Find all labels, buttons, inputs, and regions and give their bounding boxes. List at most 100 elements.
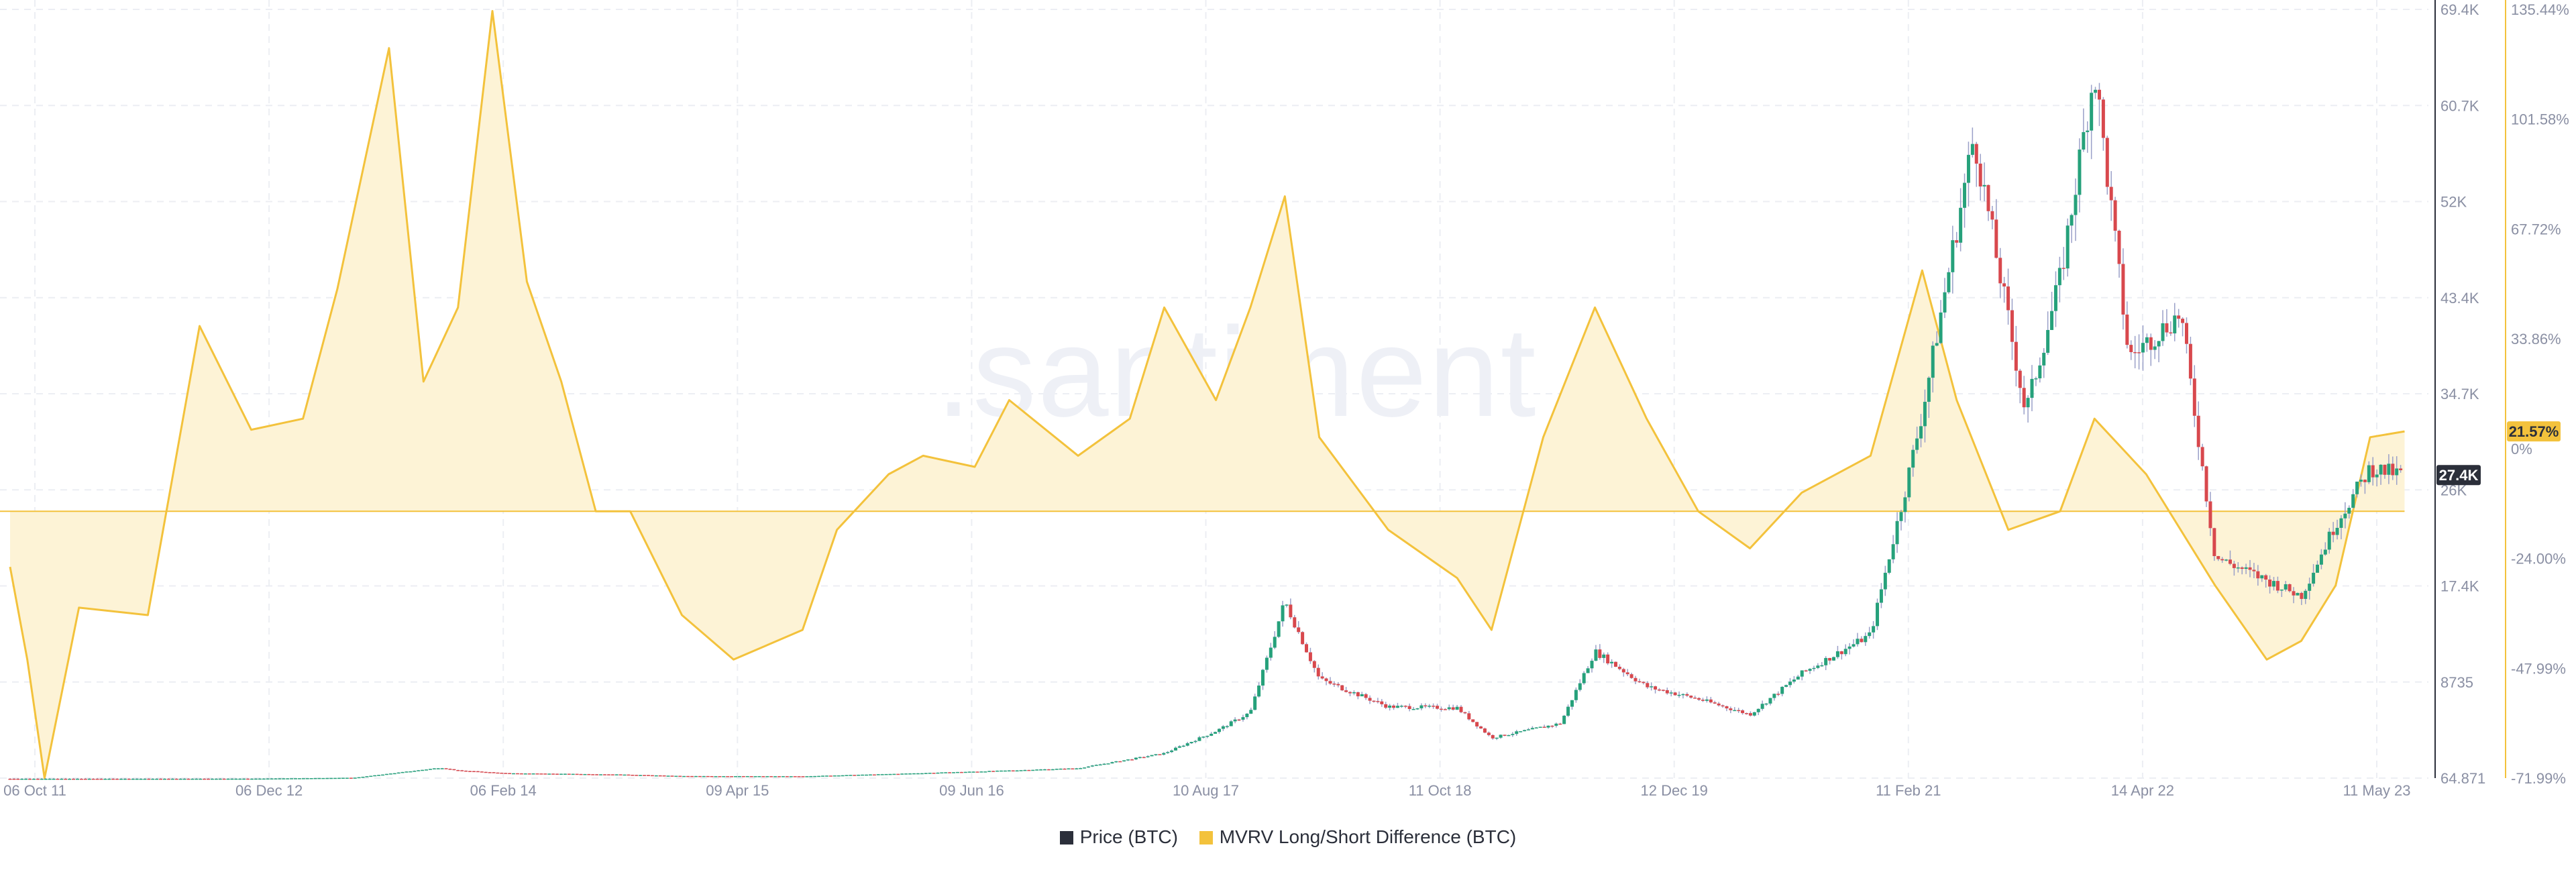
price-candle-body [496, 772, 500, 774]
price-candle-body [805, 776, 809, 777]
price-candle [56, 778, 60, 780]
price-candle [1455, 704, 1459, 710]
price-candle-body [2220, 559, 2224, 561]
price-candle-body [365, 776, 369, 777]
price-candle-body [904, 773, 908, 775]
price-candle-body [262, 778, 266, 780]
price-candle [504, 773, 508, 774]
price-candle-body [1126, 759, 1130, 761]
price-candle [876, 774, 880, 775]
price-candle-body [1629, 674, 1633, 678]
price-candle-body [2292, 591, 2296, 596]
price-candle [2149, 333, 2153, 366]
mvrv-badge-label: 21.57% [2509, 423, 2559, 440]
price-candle-body [1336, 684, 1340, 686]
price-candle-body [726, 776, 730, 777]
price-candle-body [631, 775, 635, 776]
price-candle [99, 778, 103, 780]
legend-item-mvrv[interactable]: MVRV Long/Short Difference (BTC) [1199, 826, 1516, 848]
price-candle [955, 771, 959, 773]
price-candle [2061, 247, 2065, 280]
price-candle-body [1911, 449, 1915, 468]
price-candle [1221, 724, 1225, 731]
price-candle-body [1094, 765, 1098, 766]
price-candle-body [1122, 760, 1126, 762]
price-candle-body [813, 775, 817, 777]
price-candle [749, 776, 753, 777]
price-candle-body [1673, 692, 1677, 696]
price-candle-body [1491, 734, 1495, 739]
price-candle [1617, 664, 1621, 671]
price-candle [496, 772, 500, 774]
price-candle-body [2030, 378, 2034, 398]
price-candle [1241, 714, 1245, 722]
x-tick-label: 10 Aug 17 [1173, 782, 1239, 799]
price-candle-body [1907, 468, 1911, 498]
price-candle-body [1654, 686, 1658, 690]
legend-item-price[interactable]: Price (BTC) [1059, 826, 1178, 848]
price-candle [1629, 672, 1633, 679]
price-candle-body [872, 774, 876, 776]
price-candle-body [551, 773, 555, 775]
price-candle [1705, 696, 1709, 703]
x-tick-label: 11 Oct 18 [1409, 782, 1472, 799]
price-candle-body [1963, 182, 1967, 208]
price-candle-body [1931, 345, 1935, 378]
price-candle-body [1927, 378, 1931, 402]
price-candle-body [2264, 575, 2268, 580]
price-candle-body [1483, 728, 1487, 733]
price-candle-body [1665, 690, 1669, 694]
price-candle-body [1986, 184, 1990, 211]
price-candle [1879, 583, 1883, 608]
price-candle-body [468, 771, 472, 772]
price-candle [1947, 268, 1951, 294]
price-candle-body [36, 778, 40, 780]
price-candle [1316, 664, 1320, 680]
price-candle-body [2038, 365, 2042, 379]
price-candle-body [20, 778, 24, 780]
price-candle [1895, 512, 1899, 553]
price-candle [1570, 700, 1574, 710]
price-candle [991, 770, 996, 772]
price-candle [75, 778, 79, 780]
price-candle-body [924, 773, 928, 774]
price-candle [119, 778, 123, 780]
price-candle [425, 769, 429, 771]
price-candle [349, 777, 353, 779]
price-candle [1253, 694, 1257, 711]
price-candle [1459, 705, 1463, 714]
price-candle-body [68, 778, 72, 780]
price-candle [1471, 719, 1475, 723]
price-candle [1594, 645, 1598, 661]
price-candle [1090, 765, 1094, 767]
price-candle [523, 773, 527, 775]
price-candle [2137, 334, 2141, 370]
price-candle-body [2387, 464, 2391, 475]
price-candle-body [2165, 323, 2169, 333]
price-candle-body [166, 778, 170, 780]
price-candle-body [1356, 692, 1360, 697]
price-candle-body [876, 774, 880, 775]
price-candle-body [1150, 755, 1154, 757]
price-candle [2327, 528, 2331, 554]
price-candle [662, 775, 666, 777]
price-candle [849, 775, 853, 776]
price-candle [1166, 751, 1170, 754]
price-candle-body [1110, 762, 1114, 764]
price-candle [1835, 645, 1839, 659]
price-candle [1432, 703, 1436, 709]
price-candle-body [785, 776, 789, 777]
price-candle-body [547, 773, 551, 775]
price-candle-body [2094, 89, 2098, 93]
price-candle-body [91, 778, 95, 780]
price-candle [2228, 550, 2232, 565]
price-candle [2046, 311, 2050, 356]
price-candle-body [1642, 682, 1646, 684]
price-candle-body [294, 778, 298, 779]
price-candle [1170, 749, 1174, 753]
price-candle-body [44, 778, 48, 780]
price-candle-body [797, 776, 801, 777]
price-candle-body [1138, 757, 1142, 759]
price-candle [2050, 291, 2054, 330]
price-candle [936, 772, 940, 774]
